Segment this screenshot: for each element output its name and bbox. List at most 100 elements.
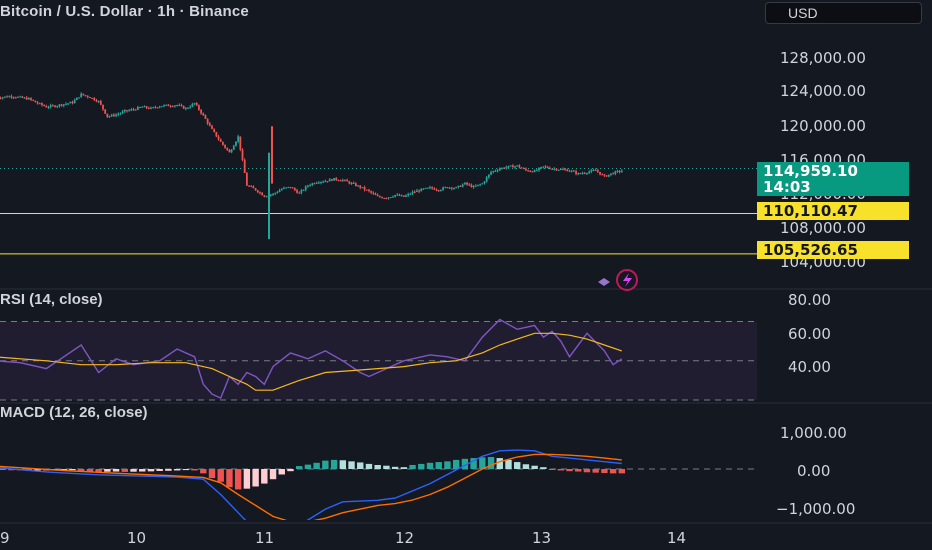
candle — [41, 102, 43, 107]
macd-pane-label[interactable]: MACD (12, 26, close) — [0, 404, 148, 421]
candle — [243, 158, 246, 174]
candle — [280, 188, 283, 191]
currency-button[interactable]: USD — [765, 2, 922, 24]
candle — [315, 181, 318, 184]
candle — [25, 95, 28, 100]
candle — [171, 105, 174, 108]
candle — [372, 191, 375, 195]
macd-histogram-bar — [243, 469, 251, 489]
candle — [99, 99, 102, 106]
candle — [564, 167, 567, 171]
candle — [426, 187, 429, 189]
candle — [568, 169, 571, 172]
macd-histogram-bar — [461, 458, 469, 469]
price-tick: 128,000.00 — [780, 49, 866, 67]
candle — [219, 138, 222, 142]
rsi-tick: 60.00 — [788, 325, 831, 343]
candle — [75, 97, 78, 101]
candle — [17, 96, 19, 98]
candle — [143, 105, 146, 108]
macd-histogram-bar — [452, 459, 460, 469]
candle — [520, 166, 523, 169]
candle — [132, 107, 135, 111]
candle — [86, 95, 89, 99]
macd-histogram-bar — [252, 469, 259, 487]
macd-histogram-bar — [147, 469, 155, 472]
candle — [302, 189, 305, 191]
candle — [498, 167, 501, 172]
candle — [296, 188, 298, 194]
candle — [365, 189, 368, 191]
candle — [228, 149, 231, 153]
candle — [128, 109, 131, 112]
candle — [474, 184, 477, 187]
candle — [36, 101, 39, 105]
candle — [104, 109, 107, 115]
candle — [490, 170, 492, 176]
candle — [32, 99, 35, 102]
candle — [387, 197, 390, 200]
candle — [538, 167, 540, 172]
macd-histogram-bar — [400, 467, 408, 469]
candle — [501, 167, 503, 170]
candle — [117, 112, 120, 117]
candle — [180, 103, 183, 107]
candle — [213, 128, 216, 133]
candle — [27, 97, 30, 100]
candle — [4, 96, 6, 99]
macd-histogram-bar — [95, 469, 102, 472]
rsi-pane-label[interactable]: RSI (14, close) — [0, 291, 103, 308]
candle — [370, 190, 373, 195]
candle — [60, 103, 63, 107]
candle — [592, 168, 595, 172]
macd-tick: 1,000.00 — [780, 424, 847, 442]
candle — [555, 168, 558, 172]
candle — [411, 190, 414, 196]
candle — [586, 172, 588, 175]
macd-histogram-bar — [330, 459, 338, 469]
candle — [472, 185, 475, 189]
candle — [333, 178, 335, 181]
candle — [51, 104, 54, 107]
macd-histogram-bar — [522, 464, 530, 469]
candle — [566, 168, 569, 172]
candle — [232, 144, 235, 150]
candle — [211, 124, 213, 130]
candle — [614, 170, 617, 176]
macd-histogram-bar — [261, 469, 268, 484]
macd-histogram-bar — [383, 465, 390, 469]
candle — [69, 101, 72, 104]
candle — [337, 179, 340, 182]
candle — [67, 103, 70, 106]
macd-histogram-bar — [348, 461, 355, 469]
macd-histogram-bar — [173, 469, 181, 471]
candle — [544, 165, 547, 169]
macd-histogram-bar — [409, 464, 416, 469]
candle — [348, 180, 351, 185]
macd-histogram-bar — [165, 469, 172, 471]
candle — [381, 196, 383, 199]
candle — [616, 169, 619, 173]
candle — [618, 169, 621, 174]
macd-histogram-bar — [444, 461, 451, 469]
macd-histogram-bar — [86, 469, 94, 472]
macd-tick: −1,000.00 — [776, 500, 856, 518]
candle — [115, 113, 117, 118]
candle — [1, 96, 4, 100]
candle — [217, 134, 220, 141]
candle — [165, 104, 168, 106]
candle — [577, 172, 580, 176]
macd-histogram-bar — [470, 458, 477, 469]
price-tick: 108,000.00 — [780, 219, 866, 237]
macd-histogram-bar — [8, 469, 15, 471]
macd-histogram-bar — [217, 469, 224, 482]
macd-histogram-bar — [200, 469, 207, 474]
candle — [579, 172, 582, 175]
candle — [291, 186, 294, 189]
candle — [215, 131, 218, 138]
candle — [147, 106, 150, 110]
candle — [540, 166, 543, 170]
candle — [479, 183, 482, 187]
macd-histogram-bar — [365, 463, 373, 469]
